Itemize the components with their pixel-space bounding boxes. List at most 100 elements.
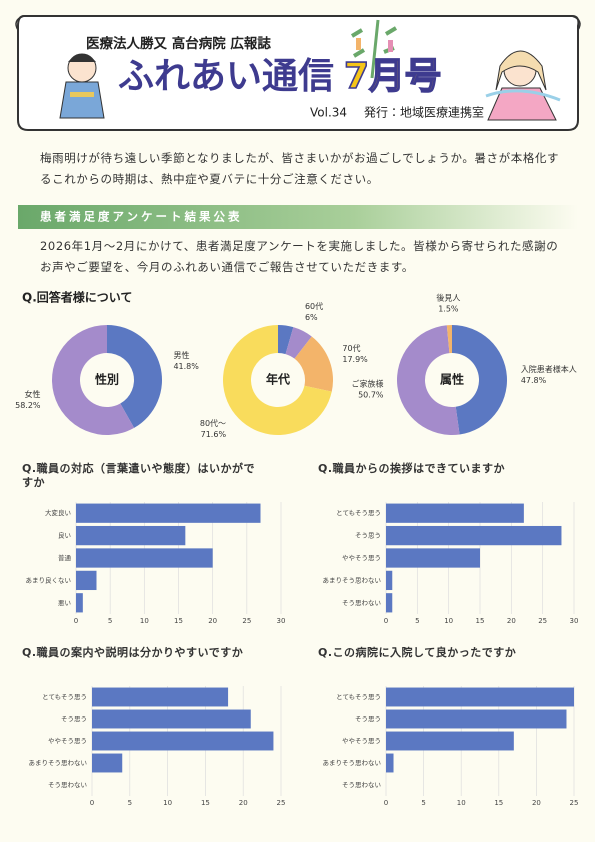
x-tick-label: 5: [128, 799, 132, 807]
segment-value-label: 6%: [305, 313, 318, 322]
bar: [76, 548, 213, 568]
x-tick-label: 15: [494, 799, 503, 807]
segment-value-label: 50.7%: [358, 390, 384, 399]
bar: [92, 753, 123, 773]
bar: [92, 687, 229, 707]
x-tick-label: 20: [507, 617, 516, 625]
bamboo-decoration: [350, 19, 398, 79]
x-tick-label: 20: [208, 617, 217, 625]
donut-segment: [294, 336, 333, 392]
bar: [76, 593, 83, 613]
segment-label: 女性: [25, 389, 41, 399]
segment-label: 70代: [342, 343, 360, 353]
segment-value-label: 71.6%: [201, 430, 227, 439]
y-tick-label: とてもそう思う: [336, 509, 381, 517]
x-tick-label: 0: [384, 799, 388, 807]
y-tick-label: そう思う: [355, 532, 381, 540]
bar: [76, 503, 261, 523]
segment-label: ご家族様: [352, 378, 384, 388]
donut-segment: [52, 325, 135, 435]
x-tick-label: 15: [174, 617, 183, 625]
segment-label: 80代～: [200, 418, 226, 428]
segment-label: 後見人: [436, 293, 460, 303]
x-tick-label: 0: [90, 799, 94, 807]
bar: [386, 731, 514, 751]
y-tick-label: そう思う: [61, 715, 87, 723]
segment-value-label: 58.2%: [15, 401, 41, 410]
x-tick-label: 10: [444, 617, 453, 625]
bar: [92, 709, 251, 729]
donut-segment: [107, 325, 163, 428]
scroll-curl: [571, 15, 581, 31]
x-tick-label: 25: [570, 799, 579, 807]
donut-center-label: 年代: [266, 372, 290, 387]
bar: [386, 570, 393, 591]
y-tick-label: そう思わない: [342, 781, 381, 789]
bar: [386, 548, 480, 568]
y-tick-label: そう思う: [355, 715, 381, 723]
y-tick-label: ややそう思う: [342, 554, 381, 562]
segment-label: 60代: [305, 301, 323, 311]
donut-segment: [446, 325, 452, 354]
chart-title: Q.職員の案内や説明は分かりやすいですか: [22, 646, 244, 659]
x-tick-label: 10: [457, 799, 466, 807]
segment-value-label: 47.8%: [521, 376, 547, 385]
bar: [386, 687, 574, 707]
segment-value-label: 41.8%: [173, 362, 199, 371]
header-issue: 7月号: [344, 56, 441, 97]
bar: [76, 570, 97, 591]
y-tick-label: あまりそう思わない: [323, 576, 382, 584]
x-tick-label: 20: [239, 799, 248, 807]
y-tick-label: あまり良くない: [26, 575, 72, 584]
x-tick-label: 10: [163, 799, 172, 807]
x-tick-label: 15: [201, 799, 210, 807]
y-tick-label: とてもそう思う: [336, 693, 381, 701]
x-tick-label: 30: [277, 617, 286, 625]
boy-illustration: [59, 53, 105, 119]
bar: [386, 709, 567, 729]
section-title: 患者満足度アンケート結果公表: [40, 210, 243, 224]
y-tick-label: あまりそう思わない: [29, 759, 88, 767]
y-tick-label: とてもそう思う: [42, 693, 87, 701]
y-tick-label: 普通: [58, 553, 72, 562]
segment-label: 入院患者様本人: [521, 364, 577, 374]
donut-segment: [285, 327, 312, 359]
header-publisher: 発行：地域医療連携室: [364, 105, 484, 120]
segment-label: 男性: [173, 350, 189, 360]
scroll-curl: [15, 15, 25, 31]
donut-center-label: 属性: [440, 372, 464, 387]
x-tick-label: 25: [277, 799, 286, 807]
y-tick-label: あまりそう思わない: [323, 759, 382, 767]
donut-segment: [223, 325, 332, 435]
segment-value-label: 17.9%: [342, 355, 368, 364]
x-tick-label: 10: [140, 617, 149, 625]
chart-title: Q.職員からの挨拶はできていますか: [318, 462, 506, 475]
donut-segment: [278, 325, 294, 355]
donut-segment: [397, 325, 460, 435]
bar: [76, 525, 186, 546]
donut-segment: [452, 325, 508, 435]
bar: [386, 593, 393, 613]
y-tick-label: そう思わない: [342, 599, 381, 607]
chart-title: Q.この病院に入院して良かったですか: [318, 646, 517, 659]
x-tick-label: 15: [476, 617, 485, 625]
chart-title: Q.職員の対応（言葉遣いや態度）はいかがですか: [22, 462, 256, 489]
segment-value-label: 1.5%: [438, 305, 459, 314]
header-org: 医療法人勝又 高台病院 広報誌: [86, 35, 271, 52]
y-tick-label: 良い: [58, 531, 71, 540]
x-tick-label: 30: [570, 617, 579, 625]
y-tick-label: 大変良い: [45, 508, 71, 517]
subheading: Q.回答者様について: [22, 290, 132, 305]
y-tick-label: そう思わない: [48, 781, 87, 789]
x-tick-label: 5: [415, 617, 419, 625]
bar: [386, 503, 524, 523]
x-tick-label: 0: [74, 617, 78, 625]
donut-center-label: 性別: [94, 372, 119, 387]
header-volume: Vol.34: [310, 106, 347, 120]
section-bar: [18, 205, 578, 229]
y-tick-label: 悪い: [58, 599, 71, 607]
x-tick-label: 25: [242, 617, 251, 625]
y-tick-label: ややそう思う: [342, 737, 381, 745]
